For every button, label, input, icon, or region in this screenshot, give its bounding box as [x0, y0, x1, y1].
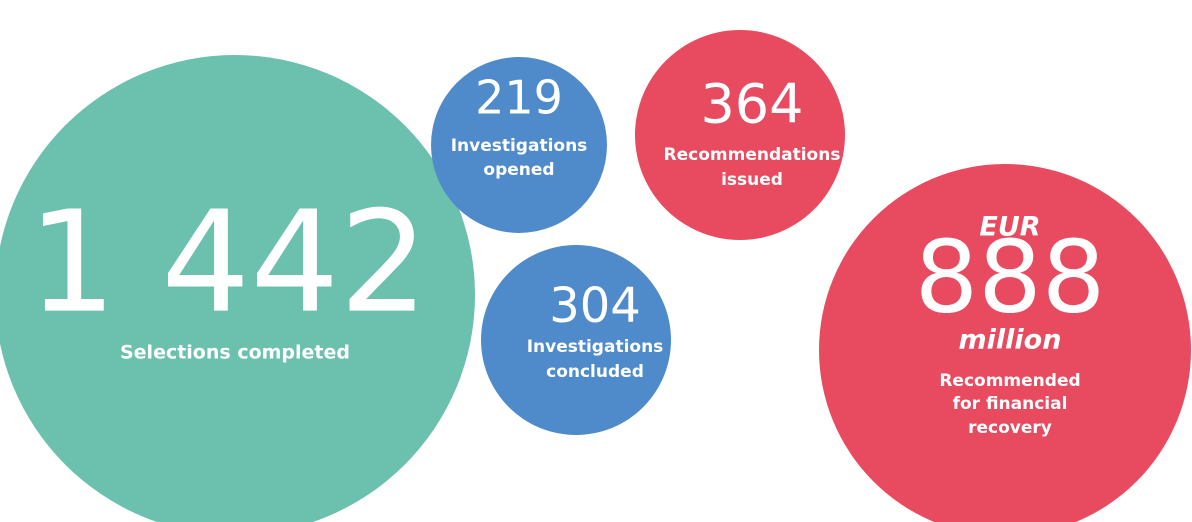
bubble-label: Investigations	[527, 337, 664, 357]
bubble-value: 219	[475, 71, 563, 125]
bubble-label: Investigations	[451, 136, 588, 156]
bubble-value: 304	[549, 278, 641, 334]
bubble-label: for financial	[953, 394, 1068, 414]
bubble-label: Recommended	[939, 371, 1080, 391]
bubble-value: 1 442	[28, 182, 429, 345]
bubble-suffix: million	[959, 325, 1062, 356]
bubble-label: Recommendations	[664, 145, 841, 165]
bubble-label: opened	[483, 160, 554, 180]
bubble	[635, 30, 845, 240]
bubble-prefix: EUR	[979, 212, 1040, 243]
bubble	[819, 164, 1191, 522]
bubble	[431, 57, 607, 233]
bubble-label: concluded	[546, 362, 644, 382]
bubble-label: Selections completed	[120, 342, 350, 364]
bubble	[0, 55, 475, 522]
bubble-value: 888	[915, 218, 1106, 335]
bubble-value: 364	[700, 73, 803, 136]
bubble-label: issued	[721, 170, 783, 190]
bubble-label: recovery	[968, 418, 1052, 438]
bubble	[481, 245, 671, 435]
